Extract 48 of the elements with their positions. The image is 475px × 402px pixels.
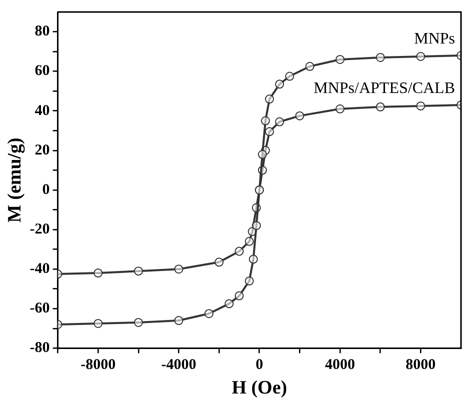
series-label: MNPs/APTES/CALB [314,80,455,98]
y-tick-label: 0 [42,182,50,198]
point [174,264,184,274]
y-axis-title: M (emu/g) [4,138,26,223]
point [234,246,244,256]
point [244,276,254,286]
point [224,299,234,308]
y-tick-label: 40 [34,102,50,119]
point [94,318,103,328]
point [134,266,143,276]
point [336,54,345,64]
point [275,80,284,89]
point [376,102,385,112]
point [336,104,345,114]
point [305,62,314,71]
point [275,117,284,126]
point [258,150,267,159]
point [244,236,254,246]
x-axis-title: H (Oe) [232,378,288,399]
x-tick-label: 0 [256,357,264,374]
y-tick-label: 80 [34,24,50,40]
y-tick-label: -60 [30,300,50,317]
point [416,52,426,61]
y-tick-label: -20 [30,221,50,238]
point [376,52,385,62]
y-tick-label: 60 [34,63,50,80]
point [260,116,270,126]
y-tick-label: -80 [30,340,50,356]
point [134,318,143,327]
point [295,111,304,120]
x-tick-label: 8000 [406,357,436,374]
point [214,258,224,267]
y-tick-label: 20 [34,142,50,158]
point [252,221,261,230]
point [234,291,244,300]
point [285,72,294,81]
point [264,127,274,136]
series-label: MNPs [414,30,455,48]
point [174,316,184,326]
point [416,101,426,110]
point [264,94,274,104]
y-tick-label: -40 [30,260,50,277]
point [204,309,214,318]
point [248,254,258,264]
x-tick-label: -4000 [161,357,196,374]
x-tick-label: -8000 [80,357,116,374]
point [94,268,103,278]
x-tick-label: 4000 [325,357,356,374]
